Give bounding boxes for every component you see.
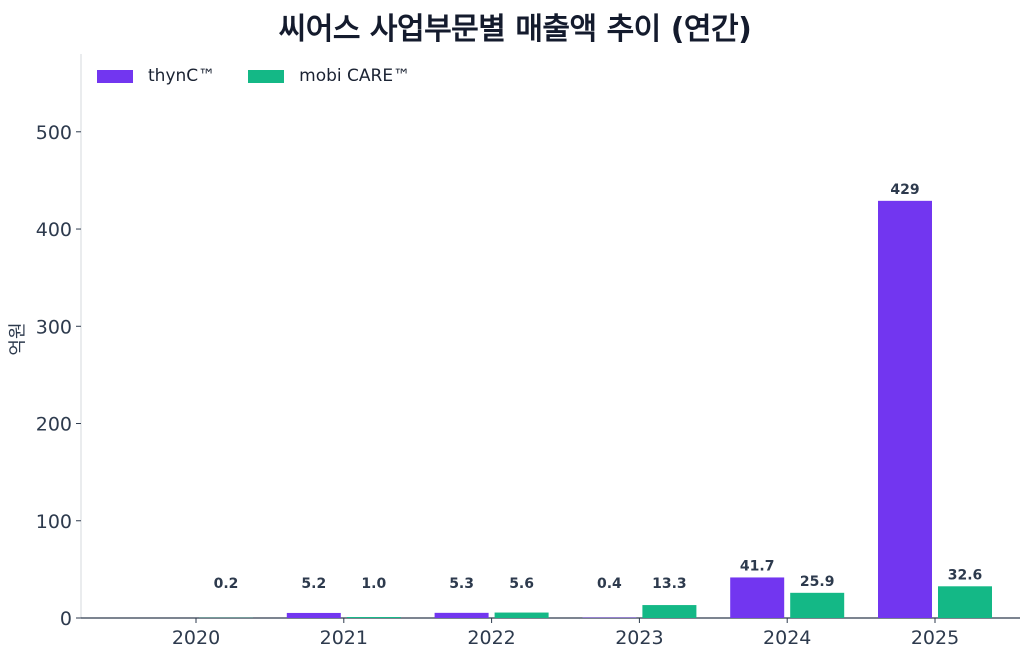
data-label: 0.4 — [597, 576, 622, 592]
data-label: 1.0 — [361, 576, 386, 592]
x-tick-label: 2023 — [615, 627, 663, 649]
legend: thynC™ mobi CARE™ — [97, 66, 410, 86]
y-tick-label: 300 — [36, 316, 72, 338]
bar-mobicare — [790, 592, 845, 618]
x-tick-label: 2025 — [911, 627, 959, 649]
legend-label-mobicare: mobi CARE™ — [299, 66, 411, 86]
data-label: 0.2 — [214, 576, 239, 592]
bar-mobicare — [642, 605, 697, 618]
legend-item-mobicare: mobi CARE™ — [248, 66, 410, 86]
data-label: 41.7 — [740, 558, 775, 574]
data-label: 5.3 — [449, 576, 474, 592]
data-label: 5.2 — [301, 576, 326, 592]
legend-label-thync: thynC™ — [148, 66, 216, 86]
data-label: 5.6 — [509, 576, 534, 592]
y-tick-label: 500 — [36, 122, 72, 144]
legend-swatch-thync — [97, 69, 133, 83]
y-tick-label: 400 — [36, 219, 72, 241]
bar-thync — [286, 612, 341, 618]
x-tick-label: 2022 — [467, 627, 515, 649]
bar-mobicare — [938, 586, 992, 618]
y-tick-label: 200 — [36, 414, 72, 436]
bar-thync — [878, 200, 932, 619]
data-label: 13.3 — [652, 576, 687, 592]
y-tick-label: 0 — [60, 608, 72, 630]
data-label: 429 — [890, 182, 919, 198]
bar-mobicare — [346, 617, 401, 618]
x-tick-label: 2021 — [320, 627, 368, 649]
bar-thync — [730, 577, 785, 618]
data-label: 25.9 — [800, 574, 835, 590]
bar-mobicare — [494, 612, 549, 618]
x-tick-label: 2024 — [763, 627, 811, 649]
chart-title: 씨어스 사업부문별 매출액 추이 (연간) — [278, 12, 752, 47]
data-label: 32.6 — [948, 567, 983, 583]
bar-thync — [434, 612, 489, 618]
y-tick-label: 100 — [36, 511, 72, 533]
x-tick-label: 2020 — [172, 627, 220, 649]
legend-swatch-mobicare — [248, 69, 285, 83]
legend-item-thync: thynC™ — [97, 66, 215, 86]
